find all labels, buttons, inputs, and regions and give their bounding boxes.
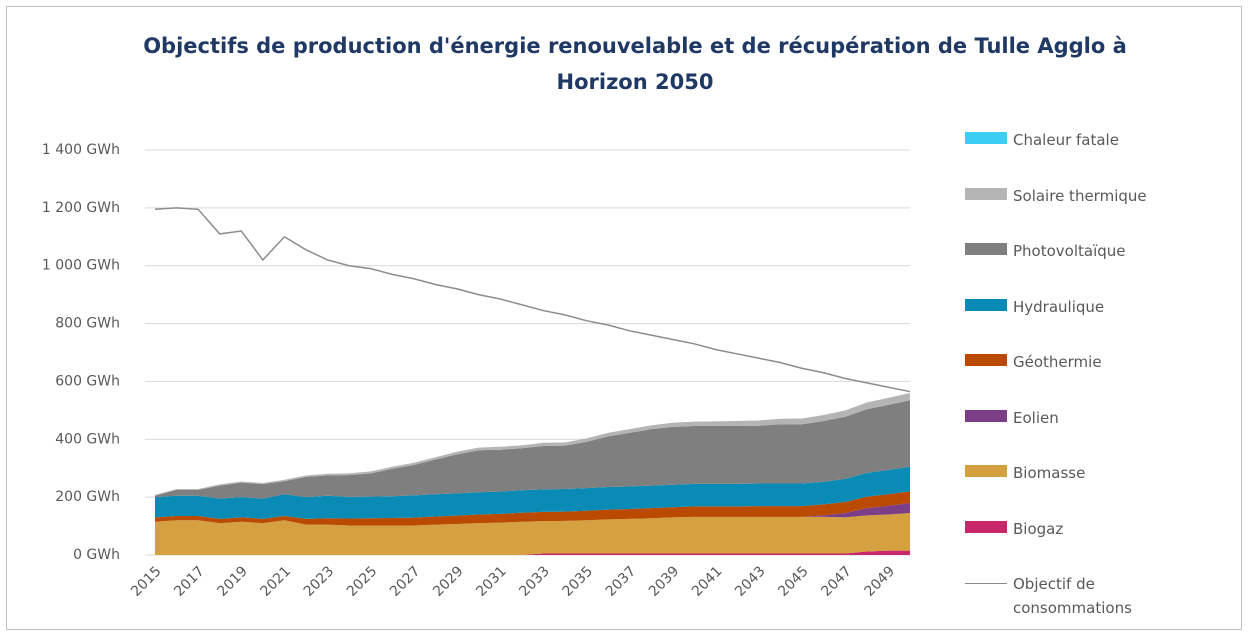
legend-label: Biomasse — [1013, 464, 1086, 482]
legend-swatch — [965, 243, 1007, 255]
legend-item: Eolien — [965, 406, 1163, 430]
legend-item: Biomasse — [965, 461, 1163, 485]
legend-swatch — [965, 520, 1007, 533]
x-tick-label: 2027 — [387, 563, 424, 600]
area — [155, 393, 910, 496]
legend-swatch — [965, 354, 1007, 366]
x-tick-label: 2041 — [689, 563, 726, 600]
x-tick-label: 2015 — [128, 563, 165, 600]
legend-swatch — [965, 187, 1007, 200]
legend-item: Géothermie — [965, 350, 1163, 374]
legend-item: Objectif de consommations — [965, 572, 1163, 620]
x-tick-label: 2021 — [258, 563, 295, 600]
x-tick-label: 2049 — [862, 563, 899, 600]
x-tick-label: 2019 — [214, 563, 251, 600]
area — [155, 550, 910, 555]
chart-frame — [6, 6, 1242, 630]
x-tick-label: 2023 — [301, 563, 338, 600]
area — [155, 491, 910, 526]
legend-swatch — [965, 409, 1007, 422]
y-tick-label: 600 GWh — [55, 373, 120, 389]
legend-label: Solaire thermique — [1013, 186, 1147, 205]
x-tick-label: 2045 — [775, 563, 812, 600]
x-tick-label: 2033 — [516, 563, 553, 600]
legend-item: Biogaz — [965, 517, 1163, 541]
x-tick-label: 2017 — [171, 563, 208, 600]
x-tick-label: 2031 — [473, 563, 510, 600]
x-tick-label: 2035 — [560, 563, 597, 600]
legend-swatch — [965, 465, 1007, 477]
area — [155, 466, 910, 519]
legend-label: Biogaz — [1013, 519, 1064, 538]
legend-label: Photovoltaïque — [1013, 242, 1126, 260]
y-tick-label: 1 000 GWh — [42, 258, 120, 274]
legend-swatch — [965, 583, 1007, 584]
x-tick-label: 2025 — [344, 563, 381, 600]
area — [155, 513, 910, 555]
legend-label: Eolien — [1013, 408, 1059, 427]
legend-label: Hydraulique — [1013, 297, 1105, 316]
line — [154, 207, 911, 393]
legend-item: Photovoltaïque — [965, 239, 1163, 263]
x-tick-label: 2037 — [603, 563, 640, 600]
legend-swatch — [965, 298, 1007, 311]
y-tick-label: 1 400 GWh — [42, 142, 120, 158]
x-tick-label: 2043 — [732, 563, 769, 600]
y-tick-label: 800 GWh — [55, 316, 120, 332]
legend-label: Chaleur fatale — [1013, 131, 1119, 149]
legend-label: Géothermie — [1013, 353, 1102, 371]
y-tick-label: 200 GWh — [55, 489, 120, 505]
area — [155, 400, 910, 499]
x-tick-label: 2029 — [430, 563, 467, 600]
x-tick-label: 2047 — [818, 563, 855, 600]
legend-item: Solaire thermique — [965, 184, 1163, 208]
chart-title: Objectifs de production d'énergie renouv… — [143, 34, 1127, 94]
y-tick-label: 1 200 GWh — [42, 200, 120, 216]
legend-item: Chaleur fatale — [965, 128, 1163, 152]
legend-label: Objectif de consommations — [1013, 575, 1132, 617]
legend-item: Hydraulique — [965, 295, 1163, 319]
y-tick-label: 0 GWh — [73, 547, 120, 563]
y-tick-label: 400 GWh — [55, 431, 120, 447]
legend-swatch — [965, 132, 1007, 144]
x-tick-label: 2039 — [646, 563, 683, 600]
